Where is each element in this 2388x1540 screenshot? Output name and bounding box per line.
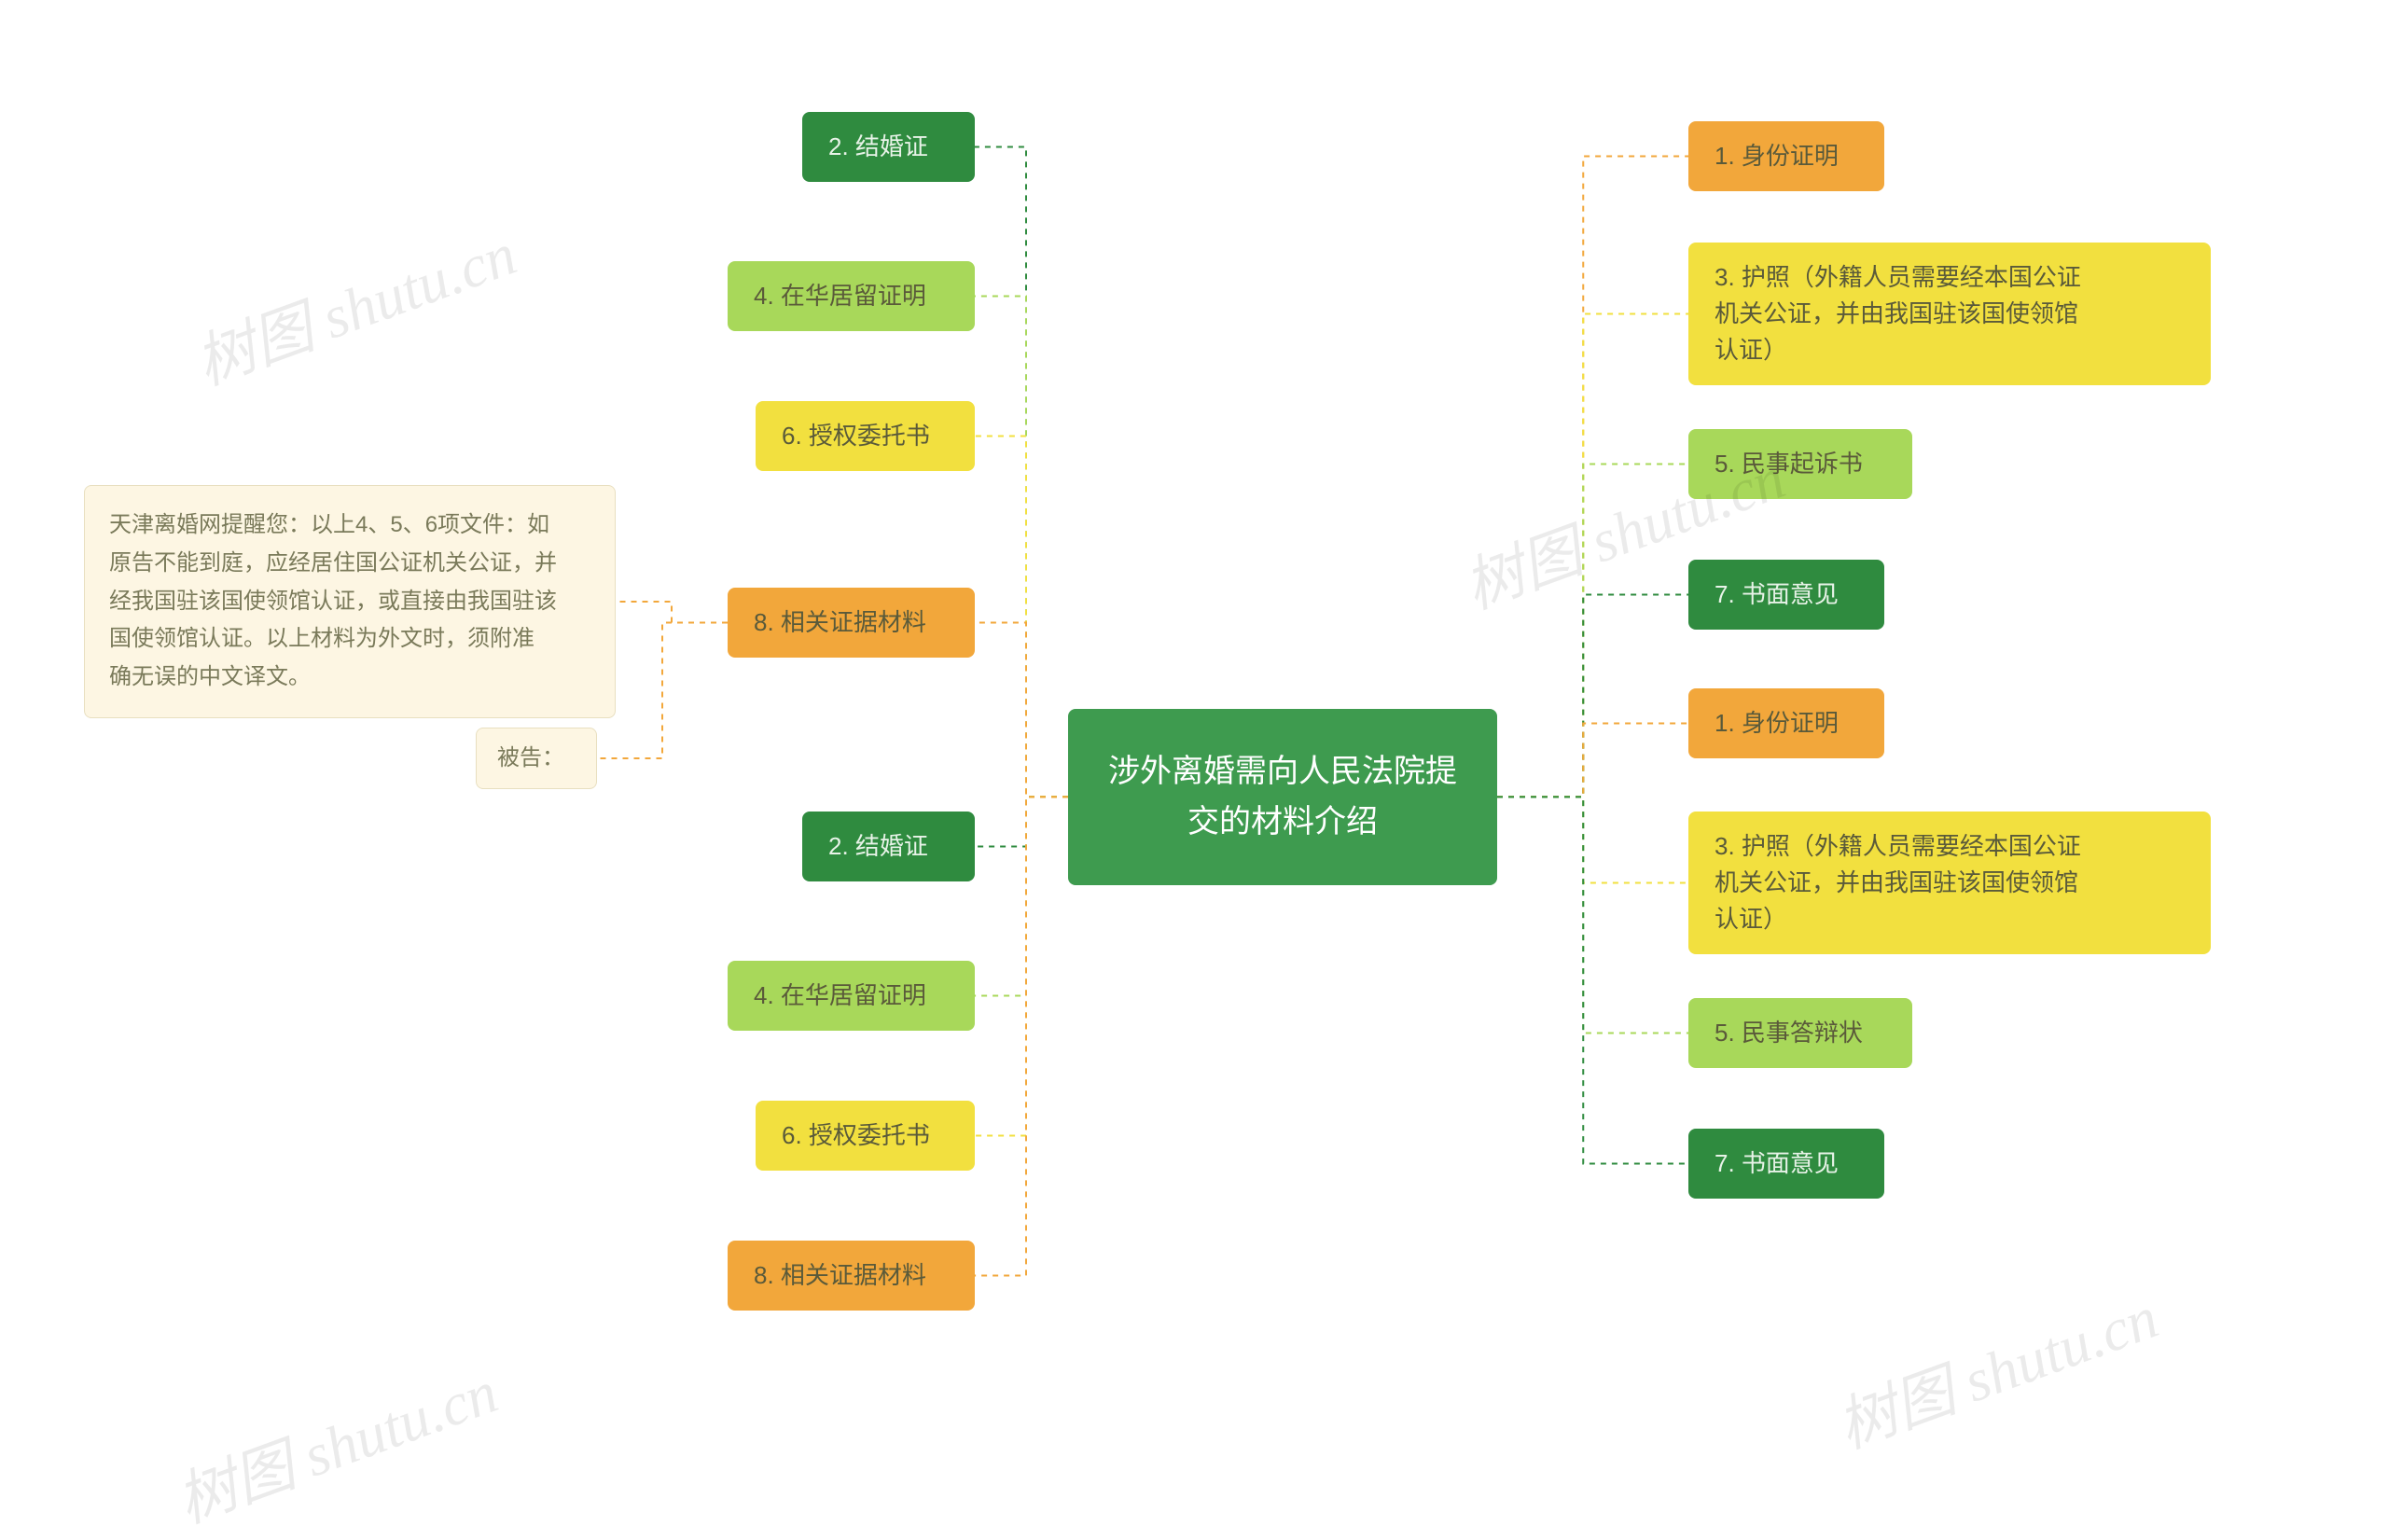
right-node-r5[interactable]: 1. 身份证明 xyxy=(1688,688,1884,758)
node-label: 5. 民事答辩状 xyxy=(1715,1019,1863,1047)
mindmap-canvas: 涉外离婚需向人民法院提交的材料介绍 1. 身份证明 3. 护照（外籍人员需要经本国… xyxy=(0,0,2388,1521)
connector xyxy=(597,623,728,759)
node-label: 1. 身份证明 xyxy=(1715,142,1839,170)
node-label: 6. 授权委托书 xyxy=(782,422,930,450)
connector xyxy=(616,602,728,623)
node-label: 天津离婚网提醒您：以上4、5、6项文件：如原告不能到庭，应经居住国公证机关公证，… xyxy=(109,512,557,689)
connector xyxy=(975,797,1068,846)
watermark: 树图 shutu.cn xyxy=(163,1344,507,1539)
connector xyxy=(1497,797,1688,1163)
right-node-r2[interactable]: 3. 护照（外籍人员需要经本国公证机关公证，并由我国驻该国使领馆认证） xyxy=(1688,243,2211,385)
connector xyxy=(1497,797,1688,1033)
node-label: 1. 身份证明 xyxy=(1715,709,1839,737)
node-label: 7. 书面意见 xyxy=(1715,1149,1839,1177)
right-node-r7[interactable]: 5. 民事答辩状 xyxy=(1688,998,1912,1068)
left-node-l3[interactable]: 6. 授权委托书 xyxy=(756,401,975,471)
left-node-l4[interactable]: 8. 相关证据材料 xyxy=(728,588,975,658)
connector xyxy=(1497,724,1688,798)
node-label: 2. 结婚证 xyxy=(828,132,928,160)
connector xyxy=(975,797,1068,995)
right-node-r3[interactable]: 5. 民事起诉书 xyxy=(1688,429,1912,499)
node-label: 被告： xyxy=(497,745,564,770)
node-label: 8. 相关证据材料 xyxy=(754,1261,926,1289)
connector xyxy=(1497,595,1688,798)
sub-node-s2: 被告： xyxy=(476,728,597,789)
node-label: 5. 民事起诉书 xyxy=(1715,450,1863,478)
node-label: 3. 护照（外籍人员需要经本国公证机关公证，并由我国驻该国使领馆认证） xyxy=(1715,832,2081,933)
connector xyxy=(1497,157,1688,798)
node-label: 4. 在华居留证明 xyxy=(754,282,926,310)
watermark: 树图 shutu.cn xyxy=(1824,1269,2168,1464)
left-node-l2[interactable]: 4. 在华居留证明 xyxy=(728,261,975,331)
right-node-r1[interactable]: 1. 身份证明 xyxy=(1688,121,1884,191)
node-label: 3. 护照（外籍人员需要经本国公证机关公证，并由我国驻该国使领馆认证） xyxy=(1715,263,2081,364)
center-label: 涉外离婚需向人民法院提交的材料介绍 xyxy=(1108,754,1457,839)
connector xyxy=(1497,465,1688,798)
watermark: 树图 shutu.cn xyxy=(182,206,526,401)
connector xyxy=(975,147,1068,798)
node-label: 2. 结婚证 xyxy=(828,832,928,860)
left-node-l7[interactable]: 6. 授权委托书 xyxy=(756,1101,975,1171)
left-node-l6[interactable]: 4. 在华居留证明 xyxy=(728,961,975,1031)
node-label: 7. 书面意见 xyxy=(1715,580,1839,608)
node-label: 4. 在华居留证明 xyxy=(754,981,926,1009)
connector xyxy=(975,623,1068,798)
left-node-l5[interactable]: 2. 结婚证 xyxy=(802,812,975,881)
connector xyxy=(975,297,1068,798)
left-node-l8[interactable]: 8. 相关证据材料 xyxy=(728,1241,975,1311)
node-label: 6. 授权委托书 xyxy=(782,1121,930,1149)
connector xyxy=(975,797,1068,1135)
sub-node-s1: 天津离婚网提醒您：以上4、5、6项文件：如原告不能到庭，应经居住国公证机关公证，… xyxy=(84,485,616,718)
connector xyxy=(975,437,1068,798)
center-node[interactable]: 涉外离婚需向人民法院提交的材料介绍 xyxy=(1068,709,1497,885)
connector xyxy=(975,797,1068,1275)
connector xyxy=(1497,797,1688,882)
right-node-r4[interactable]: 7. 书面意见 xyxy=(1688,560,1884,630)
right-node-r8[interactable]: 7. 书面意见 xyxy=(1688,1129,1884,1199)
right-node-r6[interactable]: 3. 护照（外籍人员需要经本国公证机关公证，并由我国驻该国使领馆认证） xyxy=(1688,812,2211,954)
connector xyxy=(1497,314,1688,798)
node-label: 8. 相关证据材料 xyxy=(754,608,926,636)
left-node-l1[interactable]: 2. 结婚证 xyxy=(802,112,975,182)
